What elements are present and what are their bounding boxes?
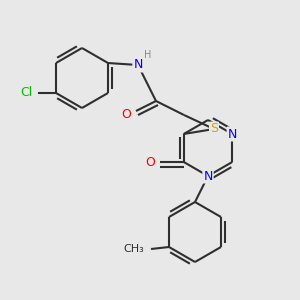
Text: CH₃: CH₃ bbox=[124, 244, 144, 254]
Text: N: N bbox=[133, 58, 143, 71]
Text: N: N bbox=[203, 169, 213, 182]
Text: H: H bbox=[144, 50, 152, 60]
Text: N: N bbox=[228, 128, 237, 140]
Text: O: O bbox=[121, 109, 131, 122]
Text: O: O bbox=[145, 155, 155, 169]
Text: S: S bbox=[210, 122, 218, 136]
Text: Cl: Cl bbox=[20, 86, 32, 100]
